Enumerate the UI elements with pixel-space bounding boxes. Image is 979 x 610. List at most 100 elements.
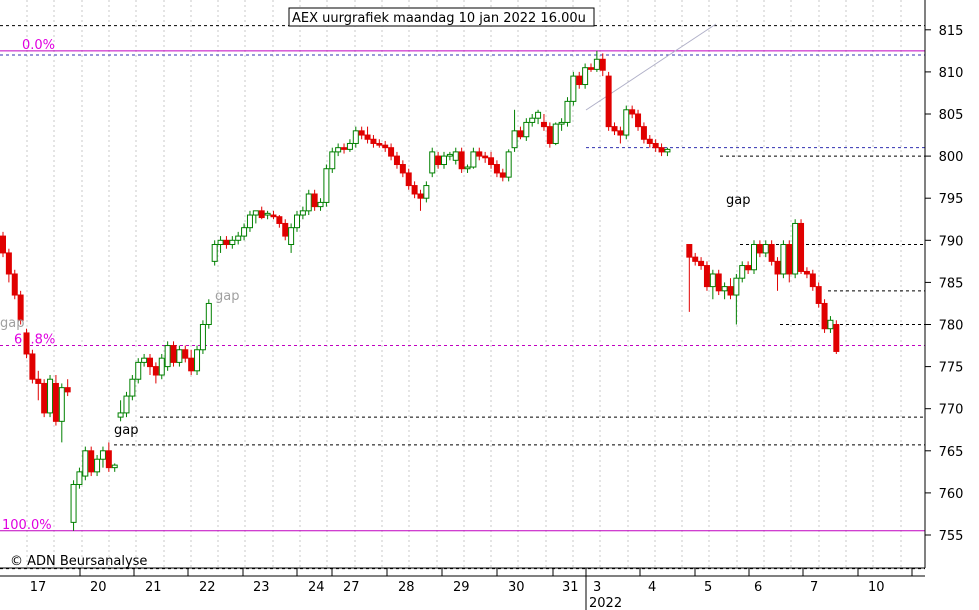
candle-134: [803, 267, 810, 279]
gap-annotations: gap gap gap gap: [0, 193, 750, 438]
candle-32: [188, 349, 195, 376]
candle-138: [827, 316, 834, 333]
candle-27: [158, 353, 165, 380]
candle-1: [5, 248, 12, 283]
candle-47: [276, 215, 283, 228]
candle-74: [435, 151, 442, 169]
candle-121: [727, 278, 734, 300]
candle-106: [623, 105, 630, 140]
x-label-13: 5: [704, 580, 712, 595]
gap-label-0: gap: [114, 423, 138, 438]
y-tick-label-5: 780: [939, 319, 964, 334]
candle-132: [792, 219, 799, 279]
candle-85: [499, 168, 506, 182]
candle-63: [370, 135, 377, 148]
candle-128: [768, 240, 775, 266]
y-tick-label-6: 785: [939, 276, 964, 291]
x-label-16: 10: [868, 580, 885, 595]
candle-61: [358, 126, 365, 140]
candle-41: [241, 223, 248, 241]
candle-15: [88, 446, 95, 477]
candle-23: [135, 358, 142, 384]
candle-59: [346, 139, 353, 152]
candle-101: [593, 50, 600, 72]
candle-81: [476, 147, 483, 161]
x-axis: 17 20 21 22 23 24 27 28 29 30 31 3 4 5 6 7 10 2022: [30, 568, 913, 610]
candle-49: [288, 223, 295, 253]
candle-89: [523, 118, 530, 141]
candle-53: [311, 189, 318, 211]
x-label-10: 31: [562, 580, 579, 595]
candle-71: [417, 189, 424, 211]
candle-110: [646, 135, 653, 148]
fib-label-2: 100.0%: [2, 518, 52, 533]
gap-label-3: gap: [726, 193, 750, 208]
candle-16: [94, 455, 101, 477]
candle-105: [617, 126, 624, 144]
candle-120: [721, 282, 728, 300]
candle-114: [686, 244, 693, 312]
candle-26: [152, 362, 159, 384]
candle-67: [393, 151, 400, 169]
candle-112: [658, 143, 665, 157]
candle-91: [535, 109, 542, 125]
candle-70: [411, 181, 418, 199]
candle-88: [517, 126, 524, 140]
candle-34: [199, 320, 206, 354]
candle-44: [258, 206, 265, 220]
candle-100: [588, 63, 594, 72]
candle-90: [529, 114, 536, 127]
candle-19: [111, 463, 118, 472]
candle-98: [576, 71, 583, 89]
candle-60: [352, 126, 359, 148]
candle-9: [52, 375, 59, 426]
candle-79: [464, 164, 471, 173]
candle-10: [58, 383, 65, 443]
x-label-1: 20: [90, 580, 107, 595]
candle-108: [635, 109, 642, 131]
candle-65: [382, 140, 389, 152]
gap-label-1: gap: [215, 289, 239, 304]
candle-48: [282, 219, 289, 241]
candle-31: [182, 345, 189, 363]
candle-92: [540, 114, 547, 131]
candle-29: [170, 341, 177, 367]
candle-54: [317, 198, 324, 211]
candle-28: [164, 341, 171, 371]
candle-55: [323, 164, 330, 207]
x-label-8: 29: [453, 580, 470, 595]
candle-99: [582, 63, 589, 89]
x-label-3: 22: [199, 580, 216, 595]
candle-117: [703, 261, 710, 291]
y-tick-label-9: 800: [939, 150, 964, 165]
candle-135: [809, 269, 816, 291]
candle-6: [35, 370, 42, 401]
candle-40: [235, 231, 242, 245]
candle-50: [294, 210, 300, 232]
x-label-14: 6: [754, 580, 762, 595]
candle-136: [815, 282, 822, 308]
copyright-text: © ADN Beursanalyse: [10, 554, 147, 569]
y-tick-label-1: 760: [939, 487, 964, 502]
y-axis: 755 760 765 770 775 780 785 790 795 800 805 810 815: [925, 24, 963, 544]
candle-133: [798, 219, 805, 274]
candle-130: [780, 240, 787, 279]
candle-97: [570, 71, 577, 106]
candle-58: [341, 143, 348, 154]
candle-38: [223, 236, 230, 249]
y-tick-label-8: 795: [939, 192, 964, 207]
candle-77: [452, 147, 459, 165]
candle-95: [558, 118, 565, 131]
candle-103: [605, 71, 612, 131]
candle-113: [664, 147, 671, 157]
x-label-4: 23: [253, 580, 270, 595]
x-label-0: 17: [30, 580, 47, 595]
candle-14: [82, 446, 89, 481]
candle-129: [774, 257, 781, 291]
candle-137: [821, 299, 828, 333]
candle-73: [429, 147, 436, 178]
x-label-11: 3: [593, 580, 601, 595]
candle-35: [205, 299, 212, 329]
candle-122: [733, 273, 740, 325]
candle-22: [129, 375, 136, 401]
